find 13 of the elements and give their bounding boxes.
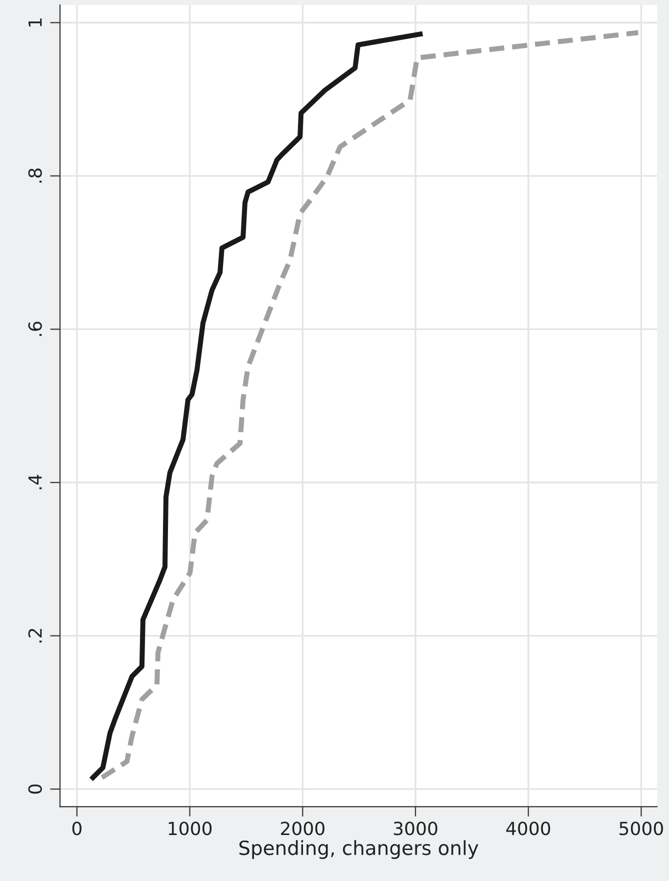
x-tick-label: 3000 (394, 822, 438, 836)
y-tick-label: .4 (28, 474, 42, 490)
y-tick-label: .2 (28, 628, 42, 642)
y-tick-label: 1 (28, 18, 42, 26)
x-tick-label: 5000 (620, 822, 663, 836)
x-axis-title: Spending, changers only (239, 840, 478, 859)
x-tick-label: 0 (72, 822, 82, 836)
y-tick-label: .8 (28, 168, 42, 183)
x-tick-label: 4000 (506, 822, 550, 836)
y-tick-label: 0 (28, 784, 42, 794)
y-tick-label: .6 (28, 322, 42, 336)
x-tick-label: 2000 (280, 822, 324, 836)
x-tick-label: 1000 (168, 822, 212, 836)
